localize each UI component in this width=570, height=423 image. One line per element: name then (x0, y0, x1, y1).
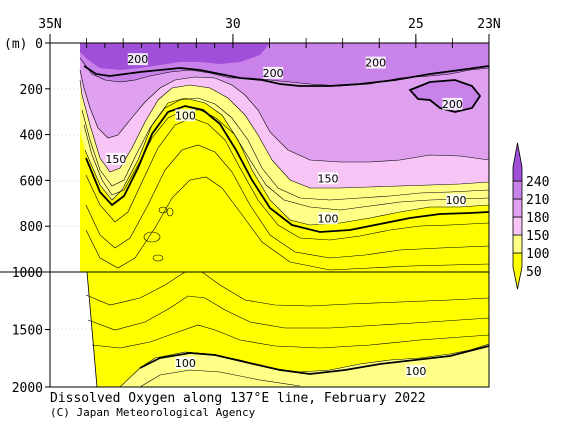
y-tick-label: 1000 (12, 266, 43, 281)
colorbar-label: 50 (526, 265, 542, 280)
colorbar-label: 100 (526, 247, 549, 262)
contour-label: 100 (318, 212, 339, 225)
contour-label: 200 (365, 56, 386, 70)
contour-label: 200 (263, 66, 284, 80)
depth-gridlines (50, 88, 92, 330)
svg-text:150: 150 (318, 172, 339, 185)
colorbar-segment (512, 216, 523, 236)
contour-lines (79, 57, 489, 387)
contour-lines-bold (83, 65, 489, 375)
svg-text:100: 100 (405, 365, 426, 378)
fill-pocket-200 (410, 80, 480, 112)
contour-label: 200 (442, 97, 463, 111)
contour-label: 100 (446, 194, 467, 207)
contour-label: 100 (175, 357, 196, 370)
colorbar-segment (512, 180, 523, 200)
fill-no-data-left (50, 43, 97, 387)
contour-label: 150 (105, 152, 126, 166)
no-data-boundary (86, 271, 98, 387)
colorbar-label: 240 (526, 175, 549, 190)
colorbar-label: 150 (526, 229, 549, 244)
y-tick-label: 1500 (12, 324, 43, 339)
contour-label: 200 (127, 53, 148, 66)
colorbar-segment (512, 252, 523, 290)
y-tick-label: 2000 (12, 381, 43, 396)
station-ticks (86, 43, 490, 48)
contour-fill-layer (50, 43, 489, 387)
y-tick-label: 400 (20, 129, 43, 144)
colorbar-segment (512, 142, 523, 182)
contour-labels: 200 200 200 200 150 100 150 100 100 100 100 (105, 53, 467, 378)
y-axis-unit: (m) (4, 37, 27, 52)
chart-title: Dissolved Oxygen along 137°E line, Febru… (50, 391, 426, 406)
y-axis-ticks: 0 200 400 600 800 1000 1500 2000 (12, 37, 50, 396)
svg-text:200: 200 (263, 67, 284, 80)
svg-text:200: 200 (442, 98, 463, 111)
contour-label: 100 (175, 109, 196, 122)
x-tick-label: 35N (38, 17, 61, 32)
svg-text:100: 100 (175, 357, 196, 370)
colorbar-label: 210 (526, 193, 549, 208)
contour-label: 100 (405, 365, 426, 378)
credit-line: (C) Japan Meteorological Agency (50, 406, 256, 419)
contour-label: 150 (318, 172, 339, 185)
y-tick-label: 800 (20, 220, 43, 235)
svg-text:100: 100 (318, 212, 339, 225)
fill-band-240-plus (80, 43, 270, 70)
svg-text:100: 100 (175, 109, 196, 122)
svg-text:100: 100 (446, 194, 467, 207)
svg-text:200: 200 (127, 53, 148, 66)
svg-text:200: 200 (365, 57, 386, 70)
x-tick-label: 25 (408, 17, 424, 32)
colorbar: 50 100 150 180 210 240 (512, 142, 549, 290)
colorbar-segment (512, 198, 523, 218)
x-axis-ticks: 35N 30 25 23N (38, 17, 501, 43)
y-tick-label: 600 (20, 174, 43, 189)
colorbar-segment (512, 234, 523, 254)
y-tick-label: 200 (20, 83, 43, 98)
x-tick-label: 30 (225, 17, 241, 32)
y-tick-label: 0 (35, 37, 43, 52)
x-tick-label: 23N (477, 17, 500, 32)
colorbar-label: 180 (526, 211, 549, 226)
svg-text:150: 150 (105, 153, 126, 166)
